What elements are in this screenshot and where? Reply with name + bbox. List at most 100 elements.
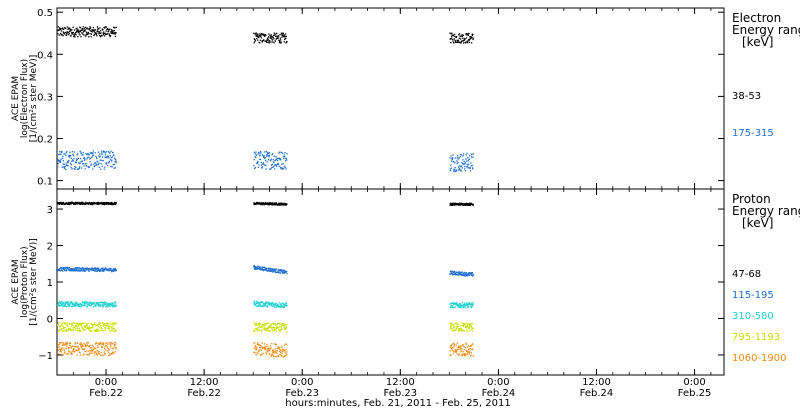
data-point — [89, 26, 91, 28]
data-point — [88, 304, 90, 307]
data-point — [262, 203, 264, 205]
data-point — [267, 326, 270, 328]
data-point — [85, 201, 87, 204]
data-point — [279, 33, 281, 36]
data-point — [255, 302, 257, 305]
data-point — [75, 324, 78, 326]
data-point — [67, 302, 69, 304]
data-point — [88, 166, 90, 169]
data-point — [91, 352, 93, 354]
data-point — [110, 31, 112, 33]
data-point — [111, 328, 113, 330]
data-point — [464, 303, 466, 305]
data-point — [262, 304, 264, 307]
data-point — [71, 159, 74, 161]
data-point — [71, 160, 73, 162]
data-point — [88, 156, 90, 158]
data-point — [63, 349, 65, 352]
data-point — [96, 350, 98, 352]
data-point — [109, 346, 112, 348]
data-point — [69, 327, 71, 329]
data-point — [285, 327, 288, 329]
data-point — [113, 330, 115, 333]
data-point — [263, 268, 265, 271]
data-point — [67, 164, 69, 167]
data-point — [69, 322, 71, 325]
data-point — [107, 324, 109, 326]
data-point — [259, 267, 262, 270]
data-point — [259, 304, 261, 306]
data-point — [81, 347, 83, 349]
data-point — [451, 34, 454, 36]
data-point — [468, 202, 471, 204]
data-point — [63, 322, 65, 324]
data-point — [278, 204, 281, 206]
data-point — [85, 302, 87, 305]
data-point — [93, 347, 96, 349]
data-point — [260, 301, 262, 303]
data-point — [80, 29, 83, 31]
data-point — [108, 354, 110, 357]
data-point — [272, 305, 274, 307]
data-point — [104, 203, 106, 206]
data-point — [111, 323, 113, 326]
data-point — [282, 304, 285, 306]
data-point — [75, 28, 77, 30]
data-point — [269, 268, 272, 270]
data-point — [260, 326, 262, 328]
data-point — [261, 326, 263, 328]
data-point — [259, 348, 261, 350]
data-point — [111, 156, 114, 158]
data-point — [256, 37, 258, 40]
data-point — [91, 156, 93, 158]
data-point — [258, 33, 260, 35]
data-point — [103, 26, 105, 29]
data-point — [109, 34, 111, 37]
data-point — [72, 351, 74, 353]
data-point — [92, 345, 94, 347]
data-point — [262, 352, 264, 354]
data-point — [470, 344, 472, 347]
data-point — [466, 353, 468, 356]
data-point — [472, 303, 474, 306]
data-point — [84, 29, 86, 31]
data-point — [89, 30, 91, 32]
data-point — [64, 203, 66, 205]
data-point — [74, 351, 76, 353]
data-point — [78, 167, 81, 169]
data-point — [66, 202, 68, 204]
data-point — [462, 34, 465, 36]
data-point — [451, 204, 454, 206]
data-point — [64, 351, 66, 353]
data-point — [84, 329, 86, 331]
data-point — [470, 273, 472, 275]
data-point — [75, 268, 77, 270]
data-point — [280, 151, 283, 154]
data-point — [460, 347, 462, 349]
data-point — [80, 303, 83, 306]
data-point — [261, 353, 263, 356]
data-point — [78, 269, 80, 271]
data-point — [286, 203, 288, 205]
proton-series-1 — [57, 265, 474, 277]
data-point — [75, 166, 77, 169]
data-point — [267, 268, 270, 270]
data-point — [255, 301, 257, 303]
data-point — [85, 342, 88, 344]
data-point — [85, 26, 87, 29]
data-point — [83, 353, 85, 355]
data-point — [113, 352, 115, 354]
data-point — [273, 155, 275, 157]
data-point — [272, 326, 275, 328]
data-point — [63, 305, 65, 307]
data-point — [279, 272, 281, 274]
proton-series-2 — [57, 300, 474, 309]
data-point — [106, 322, 109, 324]
data-point — [82, 162, 85, 165]
data-point — [468, 32, 470, 35]
x-tick-date: Feb.25 — [678, 388, 712, 399]
data-point — [255, 156, 257, 159]
data-point — [66, 26, 69, 28]
data-point — [71, 151, 74, 153]
data-point — [462, 344, 464, 346]
